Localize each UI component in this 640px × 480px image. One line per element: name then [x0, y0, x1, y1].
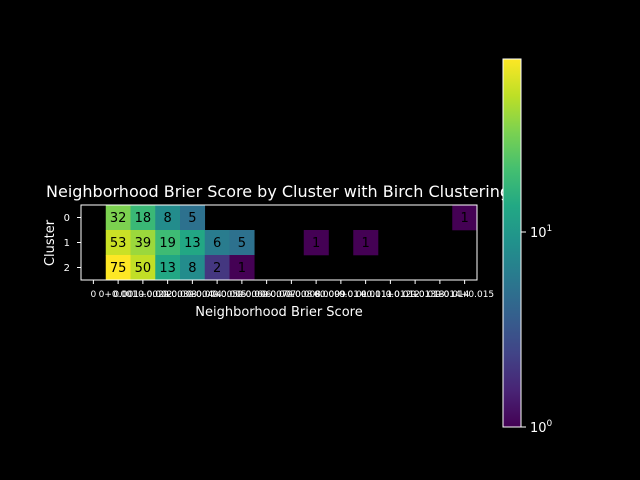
- x-tick-label: 0.006+0.007: [237, 290, 296, 300]
- cell-value-label: 75: [110, 261, 127, 276]
- cell-value-label: 39: [135, 236, 152, 251]
- cell-value-label: 5: [188, 211, 196, 226]
- x-tick-label: 0.004+0.005: [188, 290, 247, 300]
- x-axis-label: Neighborhood Brier Score: [195, 305, 362, 320]
- x-axis: 0 0+0.0010.001+0.0020.002+0.0030.003+0.00…: [91, 280, 494, 300]
- x-tick-label: 0+0.001: [99, 290, 138, 300]
- y-axis-label: Cluster: [43, 219, 58, 266]
- x-tick-label: 0.003+0.004: [163, 290, 222, 300]
- heatmap-cell: [452, 205, 478, 231]
- y-tick-label: 0: [64, 213, 70, 224]
- cell-value-label: 13: [184, 236, 201, 251]
- cell-value-label: 53: [110, 236, 127, 251]
- cell-value-label: 1: [238, 261, 246, 276]
- x-tick-label: 0.009+0.01: [314, 290, 367, 300]
- x-tick-label: 0.012+0.013: [386, 290, 445, 300]
- x-tick-label: 0.002+0.003: [138, 290, 197, 300]
- heatmap-cell: [204, 255, 230, 281]
- y-axis: 0 1 2 Cluster: [43, 213, 81, 274]
- chart-title: Neighborhood Brier Score by Cluster with…: [46, 182, 510, 201]
- heatmap-cell: [105, 255, 131, 281]
- heatmap-cell: [155, 205, 181, 231]
- y-tick-label: 2: [64, 263, 70, 274]
- heatmap-cell: [229, 255, 255, 281]
- heatmap-cell: [105, 230, 131, 256]
- cell-value-label: 1: [312, 236, 320, 251]
- colorbar-tick-label: 100: [530, 419, 553, 436]
- heatmap-cell: [130, 205, 156, 231]
- heatmap-cell: [155, 255, 181, 281]
- colorbar: 101 100: [502, 58, 553, 436]
- x-tick-label: 0.01+0.011: [339, 290, 392, 300]
- heatmap-cells: [105, 205, 478, 281]
- x-tick-label: 0.011+0.012: [361, 290, 420, 300]
- cell-value-label: 1: [361, 236, 369, 251]
- cell-value-label: 13: [159, 261, 176, 276]
- x-tick-label: 0.014+0.015: [435, 290, 494, 300]
- heatmap-cell: [229, 230, 255, 256]
- cell-value-label: 32: [110, 211, 127, 226]
- heatmap-cell: [180, 205, 206, 231]
- heatmap-cell: [180, 255, 206, 281]
- cell-value-label: 8: [163, 211, 171, 226]
- heatmap-cell: [204, 230, 230, 256]
- colorbar-tick-label: 101: [530, 224, 552, 241]
- colorbar-gradient: [502, 58, 522, 428]
- x-tick-label: 0.008+0.009: [287, 290, 346, 300]
- heatmap-cell: [105, 205, 131, 231]
- heatmap-cell: [155, 230, 181, 256]
- x-tick-label: 0.007+0.008: [262, 290, 321, 300]
- cell-value-label: 2: [213, 261, 221, 276]
- heatmap-cell: [130, 230, 156, 256]
- cell-value-label: 5: [238, 236, 246, 251]
- x-tick-label: 0.013+0.014: [410, 290, 469, 300]
- cell-value-label: 1: [460, 211, 468, 226]
- x-tick-label: 0: [91, 290, 97, 300]
- x-tick-label: 0.001+0.002: [113, 290, 172, 300]
- y-tick-label: 1: [64, 238, 70, 249]
- cell-value-label: 18: [135, 211, 152, 226]
- heatmap-cell: [180, 230, 206, 256]
- x-tick-label: 0.005+0.006: [212, 290, 271, 300]
- heatmap-cell: [303, 230, 329, 256]
- cell-value-label: 19: [159, 236, 176, 251]
- heatmap-cell: [353, 230, 379, 256]
- heatmap-cell: [130, 255, 156, 281]
- cell-value-label: 8: [188, 261, 196, 276]
- cell-value-label: 6: [213, 236, 221, 251]
- cell-value-label: 50: [135, 261, 152, 276]
- cell-value-labels: 32 18 8 5 1 53 39 19 13 6 5 1 1 75 50 13 8 2 1: [110, 211, 469, 276]
